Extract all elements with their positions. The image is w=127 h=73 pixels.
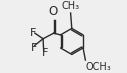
Text: F: F [31, 43, 37, 53]
Text: F: F [42, 48, 49, 58]
Text: OCH₃: OCH₃ [86, 62, 112, 72]
Text: O: O [49, 5, 58, 18]
Text: F: F [30, 28, 36, 38]
Text: CH₃: CH₃ [62, 1, 80, 11]
